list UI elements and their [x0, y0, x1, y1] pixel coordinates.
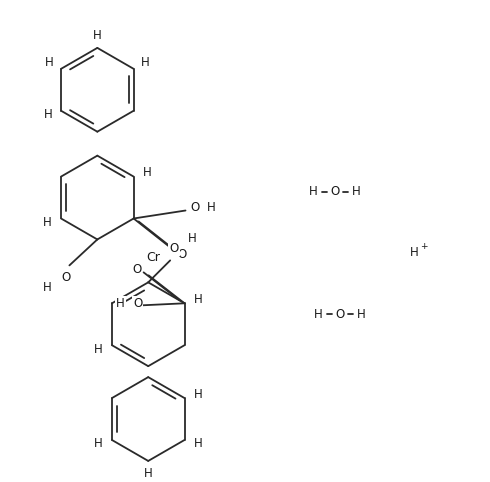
- Text: H: H: [45, 56, 53, 69]
- Text: H: H: [93, 29, 102, 42]
- Text: H: H: [352, 185, 361, 198]
- Text: H: H: [357, 308, 366, 321]
- Text: H: H: [188, 232, 196, 245]
- Text: O: O: [330, 185, 340, 198]
- Text: H: H: [94, 438, 102, 451]
- Text: H: H: [194, 293, 203, 306]
- Text: H: H: [116, 297, 125, 310]
- Text: H: H: [194, 438, 203, 451]
- Text: O: O: [132, 263, 141, 276]
- Text: O: O: [62, 271, 71, 284]
- Text: O: O: [335, 308, 344, 321]
- Text: H: H: [43, 281, 52, 294]
- Text: +: +: [420, 242, 427, 251]
- Text: H: H: [144, 468, 152, 481]
- Text: H: H: [143, 166, 152, 179]
- Text: H: H: [309, 185, 317, 198]
- Text: O: O: [133, 297, 142, 310]
- Text: H: H: [410, 246, 419, 259]
- Text: Cr: Cr: [147, 251, 160, 264]
- Text: H: H: [194, 388, 203, 401]
- Text: H: H: [44, 108, 52, 121]
- Text: H: H: [207, 201, 216, 214]
- Text: H: H: [141, 56, 150, 69]
- Text: H: H: [314, 308, 322, 321]
- Text: O: O: [191, 201, 200, 214]
- Text: H: H: [43, 216, 51, 229]
- Text: O: O: [177, 248, 186, 261]
- Text: H: H: [94, 343, 102, 356]
- Text: O: O: [170, 242, 179, 255]
